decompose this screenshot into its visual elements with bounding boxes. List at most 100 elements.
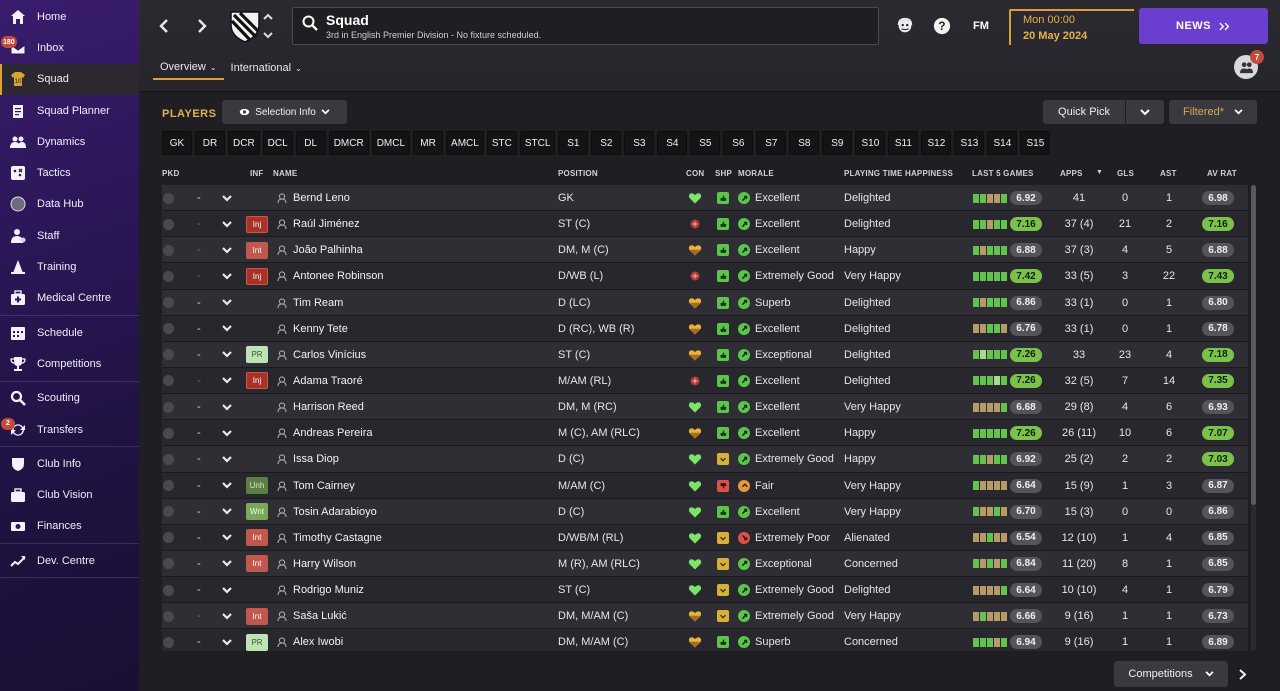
selection-status[interactable]: -	[197, 636, 201, 649]
sidebar-item-club-vision[interactable]: Club Vision	[0, 479, 139, 510]
row-options-dropdown[interactable]	[222, 629, 232, 651]
table-row[interactable]: - Rodrigo Muniz ST (C) Extremely Good Deligh…	[162, 577, 1248, 604]
table-row[interactable]: - Tim Ream D (LC) Superb Delighted 6.86 33 (1)…	[162, 289, 1248, 316]
col-position[interactable]: POSITION	[558, 169, 598, 178]
position-filter-s7[interactable]: S7	[756, 131, 787, 155]
position-filter-dr[interactable]: DR	[195, 131, 225, 155]
position-filter-s11[interactable]: S11	[888, 131, 919, 155]
sidebar-item-squad-planner[interactable]: Squad Planner	[0, 95, 139, 126]
picked-toggle[interactable]	[163, 480, 174, 492]
col-name[interactable]: NAME	[273, 169, 298, 178]
chevron-up-icon[interactable]	[263, 13, 273, 20]
player-name-link[interactable]: Timothy Castagne	[293, 531, 382, 544]
scrollbar-thumb[interactable]	[1251, 185, 1256, 505]
assistant-button[interactable]	[895, 16, 915, 36]
selection-status[interactable]: -	[197, 348, 201, 361]
table-row[interactable]: - Int Saša Lukić DM, M/AM (C) Extremely Good…	[162, 603, 1248, 630]
picked-toggle[interactable]	[163, 427, 174, 439]
position-filter-s5[interactable]: S5	[690, 131, 721, 155]
position-filter-s6[interactable]: S6	[723, 131, 754, 155]
selection-status[interactable]: -	[197, 296, 201, 309]
player-name-link[interactable]: Tosin Adarabioyo	[293, 505, 377, 518]
picked-toggle[interactable]	[163, 401, 174, 413]
picked-toggle[interactable]	[163, 506, 174, 518]
table-row[interactable]: - Int Harry Wilson M (R), AM (RLC) Exception…	[162, 550, 1248, 578]
player-name-link[interactable]: Adama Traoré	[293, 374, 363, 387]
news-button[interactable]: NEWS	[1139, 8, 1268, 44]
row-options-dropdown[interactable]	[222, 263, 232, 289]
selection-status[interactable]: -	[197, 192, 201, 204]
position-filter-s10[interactable]: S10	[855, 131, 886, 155]
picked-toggle[interactable]	[163, 192, 174, 204]
position-filter-gk[interactable]: GK	[162, 131, 192, 155]
tab-overview[interactable]: Overview ⌄	[153, 56, 224, 80]
table-row[interactable]: - Harrison Reed DM, M (RC) Excellent Very Ha…	[162, 394, 1248, 421]
player-name-link[interactable]: Antonee Robinson	[293, 270, 384, 283]
table-row[interactable]: - Inj Adama Traoré M/AM (RL) Excellent Deligh…	[162, 367, 1248, 395]
position-filter-s9[interactable]: S9	[822, 131, 853, 155]
position-filter-s14[interactable]: S14	[987, 131, 1018, 155]
player-name-link[interactable]: Kenny Tete	[293, 322, 348, 335]
position-filter-dmcl[interactable]: DMCL	[371, 131, 411, 155]
picked-toggle[interactable]	[163, 532, 174, 544]
quick-pick-dropdown[interactable]	[1126, 100, 1164, 124]
info-badge[interactable]: Inj	[246, 215, 268, 233]
picked-toggle[interactable]	[163, 636, 174, 648]
info-badge[interactable]: Wnt	[246, 503, 268, 521]
player-name-link[interactable]: João Palhinha	[293, 244, 363, 257]
position-filter-stc[interactable]: STC	[486, 131, 517, 155]
table-row[interactable]: - Bernd Leno GK Excellent Delighted 6.92 41 0 1 6…	[162, 185, 1248, 212]
sidebar-item-inbox[interactable]: Inbox 180	[0, 32, 139, 63]
player-name-link[interactable]: Saša Lukić	[293, 610, 347, 623]
col-morale[interactable]: MORALE	[738, 169, 774, 178]
picked-toggle[interactable]	[163, 349, 174, 361]
player-name-link[interactable]: Rodrigo Muniz	[293, 584, 364, 597]
table-row[interactable]: - Issa Diop D (C) Extremely Good Happy 6.92 25…	[162, 446, 1248, 473]
position-filter-s12[interactable]: S12	[921, 131, 952, 155]
quick-pick-button[interactable]: Quick Pick	[1043, 100, 1125, 124]
col-ast[interactable]: AST	[1160, 169, 1177, 178]
sidebar-item-training[interactable]: Training	[0, 251, 139, 282]
row-options-dropdown[interactable]	[222, 211, 232, 237]
position-filter-s13[interactable]: S13	[954, 131, 985, 155]
sidebar-item-home[interactable]: Home	[0, 1, 139, 32]
picked-toggle[interactable]	[163, 244, 174, 256]
info-badge[interactable]: Unh	[246, 477, 268, 495]
table-row[interactable]: - Int João Palhinha DM, M (C) Excellent Happy…	[162, 237, 1248, 264]
forward-button[interactable]	[191, 14, 213, 38]
position-filter-s3[interactable]: S3	[624, 131, 655, 155]
picked-toggle[interactable]	[163, 218, 174, 230]
player-name-link[interactable]: Tom Cairney	[293, 479, 355, 492]
sidebar-item-squad[interactable]: 10 Squad	[0, 63, 139, 95]
info-badge[interactable]: Int	[246, 529, 268, 547]
row-options-dropdown[interactable]	[222, 342, 232, 368]
table-row[interactable]: - Inj Antonee Robinson D/WB (L) Extremely Go…	[162, 263, 1248, 290]
col-inf[interactable]: INF	[250, 169, 264, 178]
sidebar-item-club-info[interactable]: Club Info	[0, 448, 139, 479]
selection-status[interactable]: -	[197, 270, 201, 283]
position-filter-s8[interactable]: S8	[789, 131, 820, 155]
competitions-dropdown[interactable]: Competitions	[1114, 661, 1228, 687]
position-filter-amcl[interactable]: AMCL	[446, 131, 484, 155]
sidebar-item-tactics[interactable]: Tactics	[0, 157, 139, 188]
selection-status[interactable]: -	[197, 531, 201, 544]
player-name-link[interactable]: Andreas Pereira	[293, 427, 373, 440]
sidebar-item-staff[interactable]: Staff	[0, 220, 139, 251]
row-options-dropdown[interactable]	[222, 420, 232, 446]
col-last5[interactable]: LAST 5 GAMES	[972, 169, 1034, 178]
row-options-dropdown[interactable]	[222, 603, 232, 629]
info-badge[interactable]: Int	[246, 607, 268, 625]
selection-status[interactable]: -	[197, 610, 201, 623]
table-row[interactable]: - Int Timothy Castagne D/WB/M (RL) Extremely…	[162, 524, 1248, 551]
picked-toggle[interactable]	[163, 323, 174, 335]
selection-status[interactable]: -	[197, 322, 201, 335]
sidebar-item-scouting[interactable]: Scouting	[0, 383, 139, 414]
sidebar-item-competitions[interactable]: Competitions	[0, 348, 139, 379]
picked-toggle[interactable]	[163, 584, 174, 596]
table-scrollbar[interactable]	[1251, 185, 1256, 651]
sidebar-item-schedule[interactable]: Schedule	[0, 317, 139, 348]
picked-toggle[interactable]	[163, 297, 174, 309]
table-row[interactable]: - Inj Raúl Jiménez ST (C) Excellent Delighted…	[162, 211, 1248, 238]
col-shp[interactable]: SHP	[715, 169, 733, 178]
picked-toggle[interactable]	[163, 375, 174, 387]
